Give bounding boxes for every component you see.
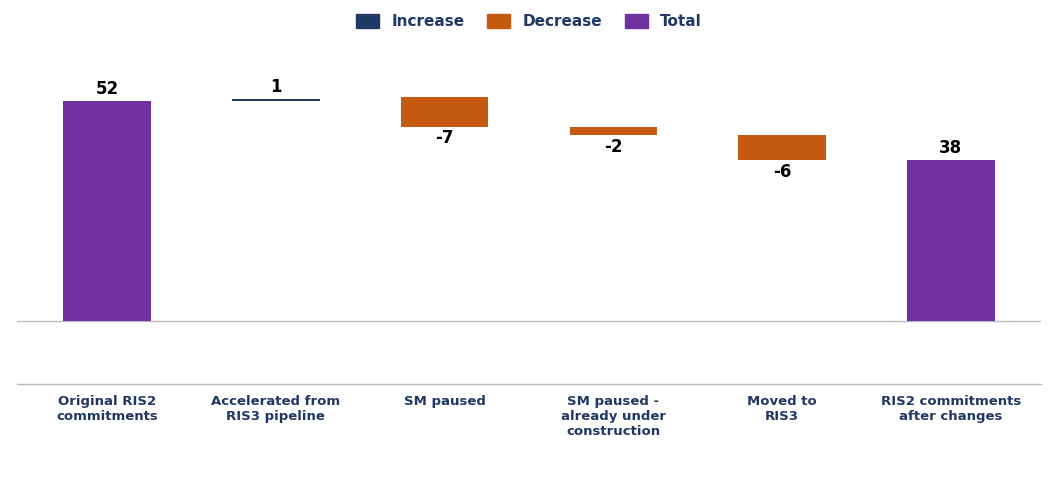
Text: -2: -2 [604,138,622,156]
Text: 1: 1 [270,78,281,96]
Bar [907,160,995,320]
Bar [401,97,489,126]
Bar [232,99,320,101]
Text: -6: -6 [773,163,791,181]
Text: 52: 52 [95,80,118,98]
Legend: Increase, Decrease, Total: Increase, Decrease, Total [350,8,708,35]
Text: -7: -7 [436,129,454,148]
Bar [738,135,826,160]
Bar [63,101,151,320]
Bar [569,126,657,135]
Text: 38: 38 [940,139,963,157]
